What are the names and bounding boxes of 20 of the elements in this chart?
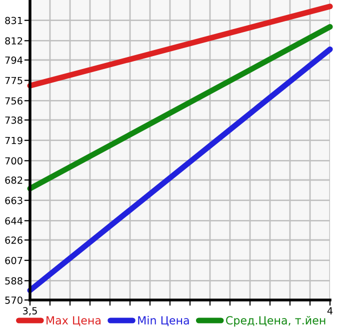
y-tick-label: 700 (5, 157, 22, 165)
legend-label: Min Цена (138, 316, 189, 326)
y-tick-label: 570 (5, 296, 22, 304)
y-tick-label: 812 (5, 37, 22, 45)
x-tick-label: 3,5 (23, 307, 37, 316)
y-tick-label: 663 (5, 196, 22, 204)
y-tick-label: 831 (5, 16, 22, 24)
legend-label: Сред.Цена, т.йен (226, 316, 326, 327)
y-tick-label: 719 (5, 136, 22, 144)
legend-label: Max Цена (46, 316, 101, 326)
y-tick-label: 682 (5, 176, 22, 184)
y-tick-label: 775 (5, 76, 22, 84)
y-tick-label: 738 (5, 116, 22, 124)
y-tick-label: 794 (5, 56, 23, 64)
y-tick-label: 644 (5, 217, 23, 225)
y-tick-label: 756 (5, 97, 22, 105)
y-tick-label: 626 (5, 236, 22, 244)
y-tick-label: 607 (5, 256, 22, 264)
y-tick-label: 588 (5, 277, 22, 285)
x-tick-label: 4 (327, 307, 333, 314)
